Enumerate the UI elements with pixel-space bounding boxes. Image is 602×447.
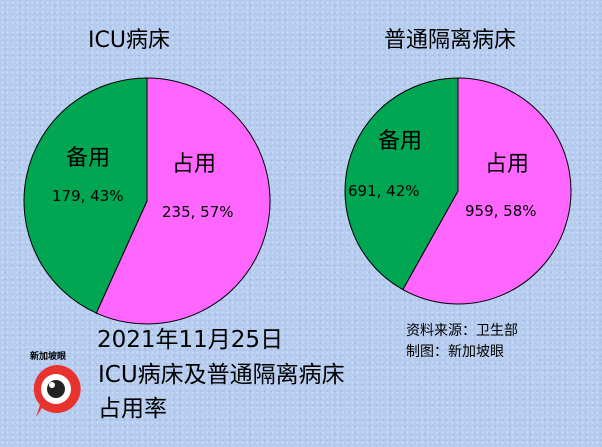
isolation-pie-chart [344, 77, 572, 305]
isolation-occupied-label: 占用 [485, 152, 530, 177]
brand-logo: 新加坡眼 [24, 349, 88, 419]
isolation-slice-occupied [402, 77, 572, 305]
isolation-occupied-value: 959, 58% [465, 202, 537, 220]
isolation-spare-label: 备用 [378, 129, 423, 154]
isolation-spare-value: 691, 42% [348, 182, 420, 200]
icu-spare-value: 179, 43% [52, 187, 124, 205]
headline-title: ICU病床及普通隔离病床 [98, 362, 345, 388]
headline-date: 2021年11月25日 [97, 327, 284, 353]
eye-speech-bubble-icon [33, 364, 81, 417]
icu-spare-label: 备用 [66, 146, 111, 171]
icu-slice-occupied [95, 77, 271, 325]
icu-slice-spare [23, 77, 148, 314]
icu-pie-chart [23, 77, 271, 325]
icu-occupied-value: 235, 57% [162, 203, 234, 221]
credit-line: 制图：新加坡眼 [406, 344, 504, 360]
icu-chart-title: ICU病床 [88, 28, 170, 53]
isolation-slice-spare [344, 77, 459, 291]
headline-subtitle: 占用率 [98, 396, 167, 422]
source-line: 资料来源：卫生部 [406, 323, 518, 339]
isolation-chart-title: 普通隔离病床 [384, 28, 517, 53]
icu-occupied-label: 占用 [172, 152, 217, 177]
logo-text: 新加坡眼 [30, 352, 67, 362]
